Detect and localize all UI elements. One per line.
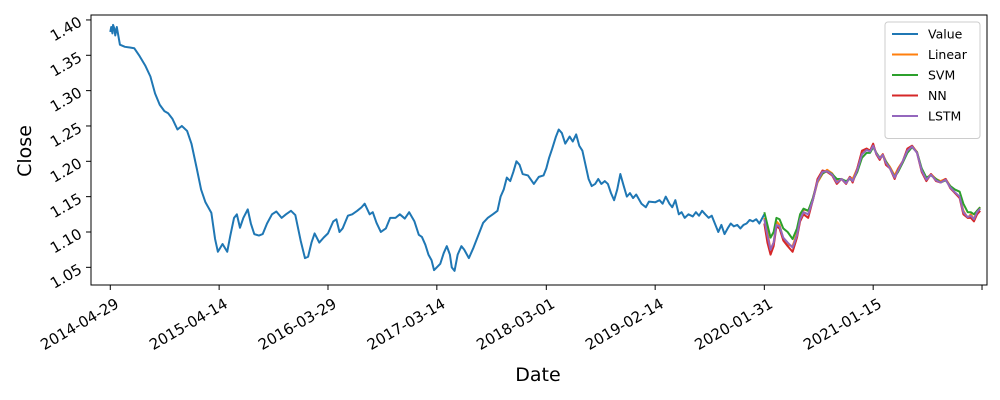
legend-label-linear: Linear [928, 47, 968, 62]
x-tick-label: 2014-04-29 [37, 295, 122, 354]
x-tick-label: 2017-03-14 [364, 295, 449, 354]
x-tick-label: 2018-03-01 [473, 295, 558, 354]
x-tick-label: 2015-04-14 [146, 295, 231, 354]
legend-label-svm: SVM [928, 68, 955, 83]
y-tick-label: 1.20 [47, 154, 85, 186]
legend: Value Linear SVM NN LSTM [884, 21, 981, 139]
x-tick-label: 2019-02-14 [582, 295, 667, 354]
y-axis: 1.051.101.15 1.201.251.30 1.351.40 [47, 13, 91, 292]
legend-label-nn: NN [928, 88, 947, 103]
x-tick-label: 2021-01-15 [800, 295, 885, 354]
series-line-svm [763, 146, 981, 241]
legend-box [884, 21, 981, 139]
y-tick-label: 1.25 [47, 119, 85, 151]
plot-frame [90, 14, 988, 286]
legend-label-lstm: LSTM [928, 109, 961, 124]
series-line-value [109, 23, 766, 272]
legend-label-value: Value [928, 27, 963, 42]
y-tick-label: 1.15 [47, 190, 85, 222]
series-line-lstm [763, 144, 981, 251]
y-tick-label: 1.05 [47, 260, 85, 292]
x-tick-label: 2016-03-29 [255, 295, 340, 354]
x-tick-label: 2020-01-31 [691, 295, 776, 354]
x-axis-title: Date [515, 364, 560, 386]
y-tick-label: 1.30 [47, 84, 85, 116]
y-tick-label: 1.10 [47, 225, 85, 257]
series-lines [109, 23, 981, 272]
y-axis-title: Close [14, 125, 36, 177]
y-tick-label: 1.40 [47, 13, 85, 45]
x-axis: 2014-04-29 2015-04-14 2016-03-29 2017-03-14… [37, 285, 983, 354]
y-tick-label: 1.35 [47, 48, 85, 80]
